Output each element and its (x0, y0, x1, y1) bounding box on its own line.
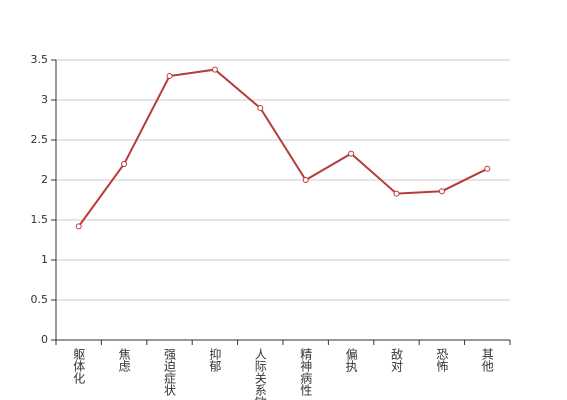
point (393, 190, 400, 197)
x-tick-label: 抑郁 (208, 347, 222, 373)
x-tick-label: 躯体化 (72, 347, 86, 385)
x-tick-label: 焦虑 (117, 348, 131, 372)
y-tick-label: 1.5 (31, 213, 49, 226)
point (484, 165, 491, 172)
point (121, 161, 128, 167)
y-tick-label: 0 (41, 333, 48, 346)
point (302, 177, 309, 183)
y-tick-label: 3.5 (31, 53, 49, 66)
x-tick-label: 恐怖 (435, 348, 449, 372)
point (166, 73, 173, 79)
point (438, 188, 445, 195)
y-tick-label: 1 (41, 253, 48, 266)
x-tick-label: 人际关系敏感 (253, 348, 267, 400)
point (75, 223, 82, 230)
x-tick-label: 偏执 (344, 347, 358, 373)
x-tick-label: 其他 (480, 348, 494, 372)
point (348, 150, 355, 157)
x-tick-label: 强迫症状 (163, 348, 177, 396)
x-tick-label: 精神病性 (299, 348, 313, 397)
x-tick-label: 敌对 (390, 347, 404, 372)
y-tick-label: 2.5 (31, 133, 49, 146)
point (211, 66, 218, 73)
line (77, 68, 488, 227)
point (257, 105, 264, 111)
y-tick-label: 2 (41, 173, 48, 186)
y-tick-label: 0.5 (31, 293, 49, 306)
y-tick-label: 3 (41, 93, 48, 106)
